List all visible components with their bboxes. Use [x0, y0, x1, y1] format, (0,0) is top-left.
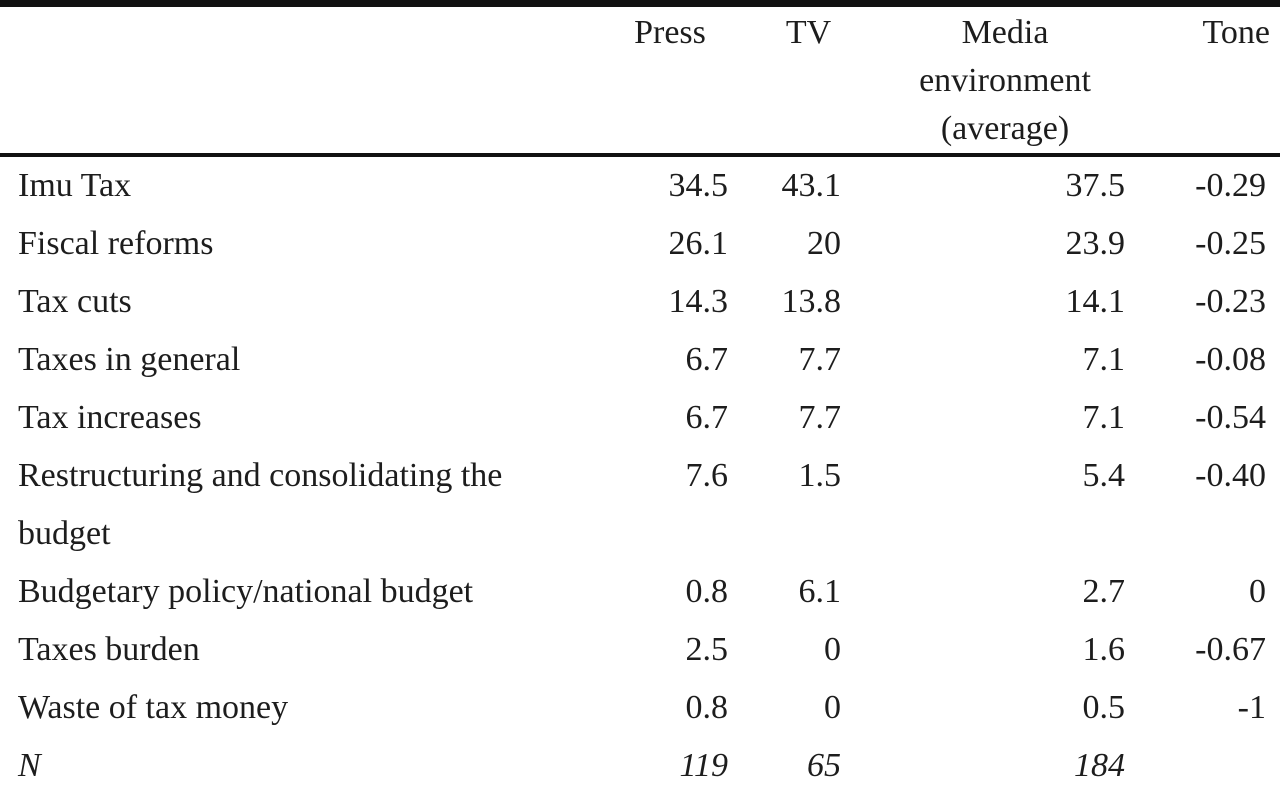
topic-cell: Budgetary policy/national budget — [18, 573, 474, 610]
tv-value: 6.1 — [798, 573, 842, 610]
tv-value: 20 — [807, 225, 841, 262]
tone-value: -0.40 — [1195, 457, 1266, 494]
media-header-line-3: (average) — [940, 110, 1070, 147]
media-average-value: 184 — [1074, 747, 1125, 784]
table-row-tax-cuts: Tax cuts 14.3 13.8 14.1 -0.23 — [0, 273, 1280, 331]
media-header-line-1: Media — [961, 14, 1049, 51]
media-average-value: 23.9 — [1065, 225, 1126, 262]
column-header-media-environment: Media environment (average) — [841, 0, 1125, 157]
table-row-tax-increases: Tax increases 6.7 7.7 7.1 -0.54 — [0, 389, 1280, 447]
press-value: 0.8 — [685, 689, 729, 726]
column-header-tv: TV — [728, 0, 841, 157]
tone-value: -1 — [1237, 689, 1266, 726]
topic-cell: Taxes burden — [18, 631, 200, 668]
topic-cell: Waste of tax money — [18, 689, 289, 726]
column-header-topic — [0, 0, 612, 157]
topic-cell: Restructuring and consolidating the budg… — [0, 447, 612, 563]
column-header-press: Press — [612, 0, 728, 157]
topic-cell: Taxes in general — [18, 341, 241, 378]
topic-cell: Imu Tax — [18, 167, 132, 204]
press-value: 26.1 — [668, 225, 729, 262]
tone-value: -0.54 — [1195, 399, 1266, 436]
press-value: 7.6 — [685, 457, 729, 494]
topic-text: Restructuring and consolidating the budg… — [18, 457, 503, 552]
tone-value: -0.23 — [1195, 283, 1266, 320]
table-row-restructuring-budget: Restructuring and consolidating the budg… — [0, 447, 1280, 563]
table-row-fiscal-reforms: Fiscal reforms 26.1 20 23.9 -0.25 — [0, 215, 1280, 273]
press-value: 34.5 — [668, 167, 729, 204]
table-header-row: Press TV Media environment (average) Ton… — [0, 0, 1280, 157]
press-value: 2.5 — [685, 631, 729, 668]
tone-value — [1125, 737, 1280, 795]
tv-value: 7.7 — [798, 399, 842, 436]
press-value: 6.7 — [685, 399, 729, 436]
media-header-line-2: environment — [919, 62, 1091, 99]
table-row-imu-tax: Imu Tax 34.5 43.1 37.5 -0.29 — [0, 155, 1280, 215]
tv-value: 0 — [824, 631, 841, 668]
table-row-taxes-in-general: Taxes in general 6.7 7.7 7.1 -0.08 — [0, 331, 1280, 389]
media-average-value: 7.1 — [1082, 341, 1126, 378]
media-average-value: 1.6 — [1082, 631, 1126, 668]
table-row-waste-of-tax-money: Waste of tax money 0.8 0 0.5 -1 — [0, 679, 1280, 737]
table-row-taxes-burden: Taxes burden 2.5 0 1.6 -0.67 — [0, 621, 1280, 679]
tone-value: -0.08 — [1195, 341, 1266, 378]
tv-value: 7.7 — [798, 341, 842, 378]
tv-value: 1.5 — [798, 457, 842, 494]
media-average-value: 14.1 — [1065, 283, 1126, 320]
tv-value: 13.8 — [781, 283, 842, 320]
topic-cell: Tax cuts — [18, 283, 132, 320]
tv-value: 43.1 — [781, 167, 842, 204]
topic-cell: Fiscal reforms — [18, 225, 214, 262]
press-value: 6.7 — [685, 341, 729, 378]
media-average-value: 7.1 — [1082, 399, 1126, 436]
media-average-value: 0.5 — [1082, 689, 1126, 726]
media-average-value: 5.4 — [1082, 457, 1126, 494]
press-value: 119 — [679, 747, 728, 784]
media-average-value: 2.7 — [1082, 573, 1126, 610]
tone-value: -0.25 — [1195, 225, 1266, 262]
tone-value: 0 — [1249, 573, 1266, 610]
press-value: 14.3 — [668, 283, 729, 320]
table-row-budgetary-policy: Budgetary policy/national budget 0.8 6.1… — [0, 563, 1280, 621]
table-row-sample-size: N 119 65 184 — [0, 737, 1280, 795]
tone-value: -0.67 — [1195, 631, 1266, 668]
tv-value: 65 — [807, 747, 841, 784]
topic-cell: Tax increases — [18, 399, 202, 436]
column-header-tone: Tone — [1125, 0, 1280, 157]
tv-value: 0 — [824, 689, 841, 726]
press-value: 0.8 — [685, 573, 729, 610]
media-average-value: 37.5 — [1065, 167, 1126, 204]
topic-cell: N — [18, 747, 41, 784]
tone-value: -0.29 — [1195, 167, 1266, 204]
